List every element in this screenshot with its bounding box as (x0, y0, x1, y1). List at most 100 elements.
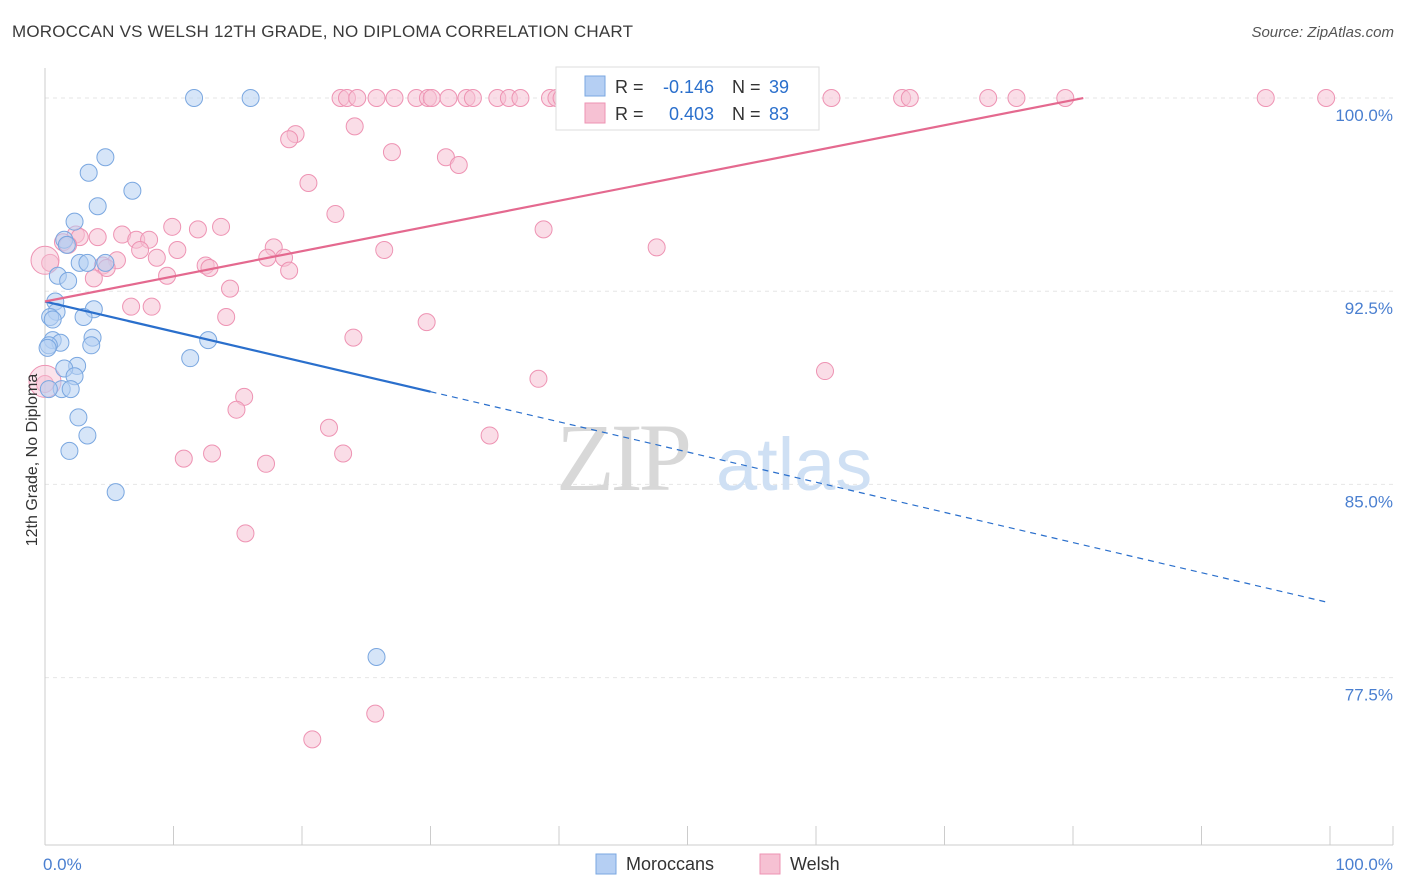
moroccan-point-33 (39, 380, 58, 399)
watermark: ZIP atlas (556, 404, 872, 511)
welsh-point-41 (299, 174, 318, 193)
welsh-point-50 (88, 228, 107, 247)
moroccan-point-10 (78, 253, 97, 272)
welsh-points (28, 89, 1336, 749)
welsh-point-45 (188, 220, 207, 239)
x-tick-labels: 0.0% 100.0% (43, 855, 1393, 874)
legend-r-label-moroccans: R = (615, 77, 644, 97)
legend-n-label-moroccans: N = (732, 77, 761, 97)
y-axis-label: 12th Grade, No Diploma (24, 374, 41, 547)
welsh-point-43 (163, 217, 182, 236)
welsh-point-37 (280, 130, 299, 149)
axes (44, 68, 1394, 846)
legend-bottom-label-welsh: Welsh (790, 854, 840, 874)
legend-r-label-welsh: R = (615, 104, 644, 124)
moroccan-point-5 (88, 197, 107, 216)
welsh-point-3 (367, 89, 386, 108)
legend-n-value-moroccans: 39 (769, 77, 789, 97)
moroccan-point-36 (60, 441, 79, 460)
moroccan-point-38 (367, 647, 386, 666)
welsh-point-75 (217, 307, 236, 326)
y-tick-labels: 100.0% 92.5% 85.0% 77.5% (1335, 106, 1393, 705)
legend-bottom: Moroccans Welsh (595, 853, 840, 875)
source-label: Source: ZipAtlas.com (1251, 24, 1394, 41)
welsh-point-56 (168, 241, 187, 259)
welsh-point-55 (131, 241, 150, 259)
moroccan-point-3 (79, 163, 98, 182)
welsh-point-cluster-a (30, 245, 60, 275)
moroccan-point-19 (43, 310, 62, 329)
moroccan-point-11 (96, 253, 115, 272)
welsh-point-33 (1256, 89, 1275, 108)
legend-n-label-welsh: N = (732, 104, 761, 124)
welsh-point-91 (303, 730, 322, 749)
moroccan-point-37 (106, 483, 125, 502)
welsh-point-38 (382, 143, 401, 162)
welsh-point-76 (417, 313, 436, 332)
welsh-point-89 (236, 524, 255, 543)
legend-bottom-label-moroccans: Moroccans (626, 854, 714, 874)
legend-n-value-welsh: 83 (769, 104, 789, 124)
welsh-point-71 (84, 269, 103, 288)
y-tick-label-0: 100.0% (1335, 106, 1393, 125)
y-tick-label-2: 85.0% (1345, 492, 1393, 511)
welsh-point-29 (900, 89, 919, 108)
moroccan-point-35 (78, 426, 97, 445)
welsh-point-7 (422, 89, 441, 108)
moroccan-point-4 (123, 181, 142, 200)
welsh-trend-line (44, 96, 1084, 303)
moroccan-point-32 (61, 380, 80, 399)
moroccan-point-18 (74, 307, 93, 326)
y-tick-label-3: 77.5% (1345, 686, 1393, 705)
welsh-point-30 (979, 89, 998, 108)
moroccan-point-26 (82, 336, 101, 355)
moroccan-point-27 (181, 349, 200, 368)
welsh-point-87 (334, 444, 353, 463)
welsh-point-4 (385, 89, 404, 108)
welsh-point-8 (439, 89, 458, 108)
watermark-zip: ZIP (556, 404, 689, 511)
welsh-point-42 (326, 204, 345, 223)
welsh-point-2 (348, 89, 367, 108)
welsh-point-74 (142, 297, 161, 316)
welsh-point-78 (815, 362, 834, 381)
moroccan-point-34 (69, 408, 88, 427)
welsh-point-61 (147, 248, 166, 267)
welsh-point-27 (822, 89, 841, 108)
welsh-point-58 (375, 241, 394, 259)
moroccan-point-25 (38, 338, 57, 357)
moroccan-trend-solid (44, 300, 431, 393)
trend-lines (44, 96, 1331, 604)
welsh-point-44 (212, 217, 231, 236)
welsh-point-13 (511, 89, 530, 108)
legend-swatch-welsh (584, 102, 606, 124)
moroccan-point-8 (57, 235, 76, 254)
legend-r-value-welsh: 0.403 (669, 104, 714, 124)
chart-title: MOROCCAN VS WELSH 12TH GRADE, NO DIPLOMA… (12, 22, 634, 41)
y-tick-label-1: 92.5% (1345, 299, 1393, 318)
welsh-point-77 (344, 328, 363, 347)
welsh-point-88 (257, 454, 276, 473)
welsh-point-32 (1056, 89, 1075, 108)
legend-swatch-moroccans (584, 75, 606, 97)
welsh-point-79 (529, 369, 548, 388)
gridlines (45, 97, 1393, 679)
welsh-point-85 (203, 444, 222, 463)
x-tick-label-max: 100.0% (1335, 855, 1393, 874)
moroccan-point-1 (241, 89, 260, 108)
legend-bottom-swatch-welsh (759, 853, 781, 875)
welsh-point-10 (463, 89, 482, 108)
welsh-point-84 (480, 426, 499, 445)
moroccan-point-0 (185, 89, 204, 108)
moroccan-point-13 (59, 271, 78, 290)
welsh-point-35 (345, 117, 364, 136)
welsh-point-34 (1317, 89, 1336, 108)
welsh-point-82 (227, 400, 246, 419)
welsh-point-59 (647, 238, 666, 257)
legend-bottom-swatch-moroccans (595, 853, 617, 875)
watermark-atlas: atlas (716, 423, 872, 506)
welsh-point-69 (280, 261, 299, 280)
welsh-point-73 (122, 297, 141, 316)
legend-top: R = -0.146 N = 39 R = 0.403 N = 83 (555, 66, 820, 131)
